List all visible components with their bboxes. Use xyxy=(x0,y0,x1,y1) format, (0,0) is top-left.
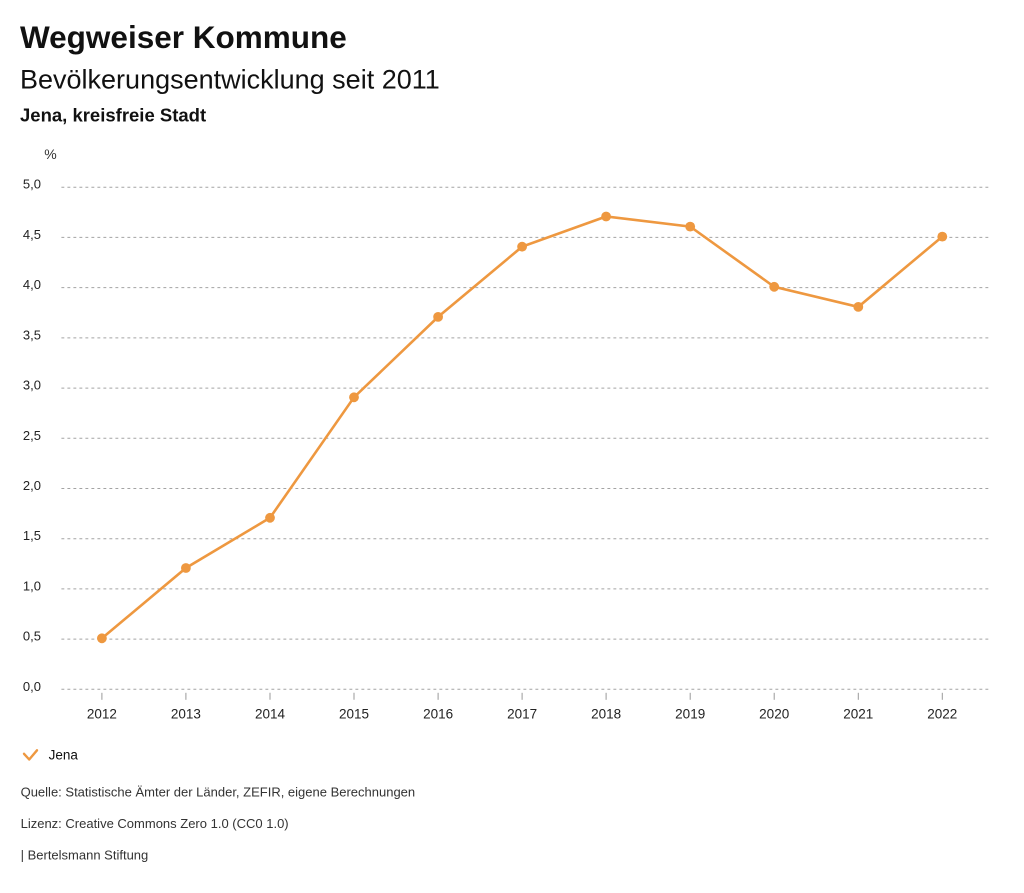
svg-text:| Bertelsmann Stiftung: | Bertelsmann Stiftung xyxy=(21,848,149,863)
svg-text:2015: 2015 xyxy=(339,707,369,722)
svg-text:4,0: 4,0 xyxy=(23,277,41,292)
svg-text:0,5: 0,5 xyxy=(23,629,41,644)
svg-text:3,0: 3,0 xyxy=(23,378,41,393)
svg-text:Jena: Jena xyxy=(49,748,79,763)
svg-text:2017: 2017 xyxy=(507,707,537,722)
svg-text:0,0: 0,0 xyxy=(23,679,41,694)
svg-text:3,5: 3,5 xyxy=(23,327,41,342)
svg-text:2018: 2018 xyxy=(591,707,621,722)
svg-text:4,5: 4,5 xyxy=(23,227,41,242)
svg-text:2020: 2020 xyxy=(759,707,789,722)
svg-text:1,0: 1,0 xyxy=(23,578,41,593)
svg-text:5,0: 5,0 xyxy=(23,177,41,192)
svg-text:Quelle: Statistische Ämter der: Quelle: Statistische Ämter der Länder, Z… xyxy=(21,784,416,799)
svg-text:Wegweiser Kommune: Wegweiser Kommune xyxy=(20,19,347,55)
svg-text:2021: 2021 xyxy=(843,707,873,722)
svg-text:Bevölkerungsentwicklung seit 2: Bevölkerungsentwicklung seit 2011 xyxy=(20,65,440,95)
svg-text:Jena, kreisfreie Stadt: Jena, kreisfreie Stadt xyxy=(20,105,206,126)
svg-text:Lizenz: Creative Commons Zero: Lizenz: Creative Commons Zero 1.0 (CC0 1… xyxy=(21,816,289,831)
svg-text:2012: 2012 xyxy=(87,707,117,722)
svg-text:2019: 2019 xyxy=(675,707,705,722)
svg-text:2,0: 2,0 xyxy=(23,478,41,493)
svg-text:2022: 2022 xyxy=(927,707,957,722)
svg-text:2014: 2014 xyxy=(255,707,286,722)
svg-text:2,5: 2,5 xyxy=(23,428,41,443)
svg-text:2013: 2013 xyxy=(171,707,201,722)
svg-text:%: % xyxy=(44,146,56,162)
svg-text:2016: 2016 xyxy=(423,707,453,722)
svg-text:1,5: 1,5 xyxy=(23,528,41,543)
